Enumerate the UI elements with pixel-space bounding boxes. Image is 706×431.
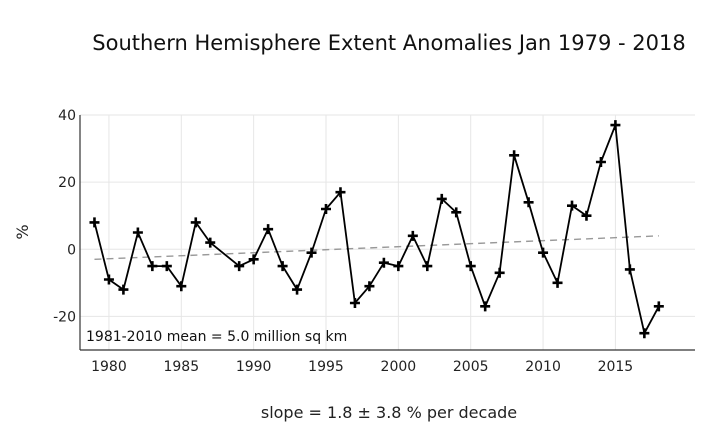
data-point-2000 xyxy=(393,261,404,272)
data-point-2007 xyxy=(494,267,505,278)
data-point-2005 xyxy=(465,261,476,272)
trend-line xyxy=(94,235,659,261)
data-point-1986 xyxy=(190,217,201,228)
x-tick-label-2: 1990 xyxy=(236,359,272,375)
x-tick-label-6: 2010 xyxy=(525,359,561,375)
data-point-1989 xyxy=(234,261,245,272)
data-point-2010 xyxy=(538,247,549,258)
y-tick-label-0: -20 xyxy=(53,309,76,325)
data-point-2003 xyxy=(436,193,447,204)
y-tick-label-1: 0 xyxy=(67,242,76,258)
y-tick-label-2: 20 xyxy=(58,175,76,191)
data-point-1982 xyxy=(132,227,143,238)
y-tick-label-3: 40 xyxy=(58,108,76,124)
series-line-0 xyxy=(93,124,660,335)
data-point-2012 xyxy=(567,200,577,211)
data-point-1995 xyxy=(321,204,331,214)
x-tick-label-1: 1985 xyxy=(163,359,199,375)
data-point-1987 xyxy=(205,237,216,248)
x-tick-label-0: 1980 xyxy=(91,359,127,375)
slope-annotation: slope = 1.8 ± 3.8 % per decade xyxy=(261,403,517,422)
data-point-1998 xyxy=(364,281,375,292)
data-point-2004 xyxy=(451,207,462,218)
y-axis-label: % xyxy=(13,224,32,239)
series-layer xyxy=(89,120,664,339)
data-point-1991 xyxy=(263,224,274,235)
data-point-1980 xyxy=(103,274,114,285)
data-point-2008 xyxy=(509,150,520,161)
data-point-1993 xyxy=(292,284,303,295)
data-point-1996 xyxy=(335,187,346,198)
data-point-1992 xyxy=(277,261,288,272)
data-point-1981 xyxy=(118,284,129,295)
data-point-1999 xyxy=(378,257,389,268)
data-point-2013 xyxy=(581,210,592,221)
x-tick-label-4: 2000 xyxy=(381,359,417,375)
grid xyxy=(80,114,695,350)
data-point-1994 xyxy=(306,247,317,258)
data-point-1979 xyxy=(89,217,100,228)
data-point-1983 xyxy=(147,261,158,272)
x-tick-label-3: 1995 xyxy=(308,359,344,375)
data-point-2017 xyxy=(639,328,650,339)
data-point-1990 xyxy=(248,254,259,265)
data-point-1984 xyxy=(161,261,172,272)
data-point-2002 xyxy=(422,261,433,272)
data-point-1985 xyxy=(176,281,187,292)
data-point-2014 xyxy=(595,157,606,167)
data-point-2006 xyxy=(480,301,491,312)
chart-title: Southern Hemisphere Extent Anomalies Jan… xyxy=(92,31,685,55)
data-point-2001 xyxy=(407,230,418,241)
data-point-2009 xyxy=(523,197,534,208)
x-ticks: 1980 1985 1990 1995 2000 2005 2010 2015 xyxy=(91,359,633,375)
x-tick-label-5: 2005 xyxy=(453,359,489,375)
x-tick-label-7: 2015 xyxy=(598,359,634,375)
data-point-2011 xyxy=(552,277,563,288)
trend-layer xyxy=(94,235,659,261)
data-point-2015 xyxy=(610,120,621,131)
data-point-1997 xyxy=(349,298,360,308)
y-ticks: -20 0 20 40 xyxy=(53,108,76,325)
mean-annotation: 1981-2010 mean = 5.0 million sq km xyxy=(86,329,347,345)
data-point-2018 xyxy=(653,301,664,312)
data-point-2016 xyxy=(624,264,635,275)
